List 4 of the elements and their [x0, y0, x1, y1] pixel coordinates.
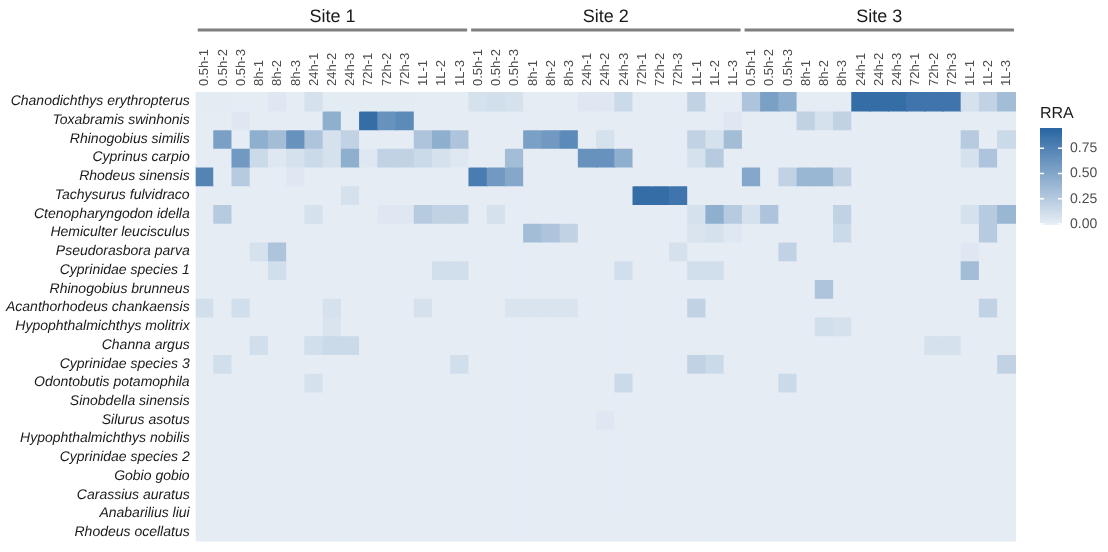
text: Site 2 [582, 6, 629, 26]
color-bar-title: RRA [1040, 104, 1076, 123]
text: Site 3 [856, 6, 903, 26]
text: Site 1 [309, 6, 356, 26]
